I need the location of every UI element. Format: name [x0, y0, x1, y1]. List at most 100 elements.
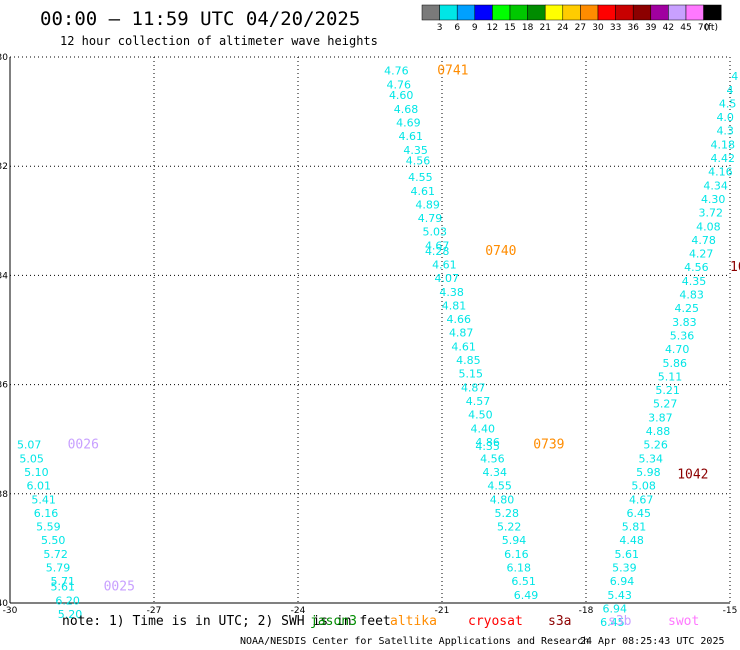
colorbar-label: 27	[575, 23, 586, 33]
wave-height-point: 5.15	[459, 368, 484, 381]
colorbar-swatch	[456, 4, 476, 21]
colorbar-label: 18	[522, 23, 534, 33]
colorbar-swatch	[580, 4, 599, 21]
wave-height-point: 4.79	[418, 212, 443, 225]
colorbar-label: 6	[454, 23, 460, 33]
wave-height-point: 5.20	[58, 608, 83, 621]
colorbar-label: 24	[557, 23, 569, 33]
wave-height-point: 4.42	[711, 152, 736, 165]
axis-ticks: -30-32-34-36-38-40-30-27-24-21-18-15	[0, 53, 737, 616]
wave-height-point: 4.08	[696, 220, 721, 233]
wave-height-point: 4.56	[480, 452, 505, 465]
mission-legend-item: jason3	[310, 614, 357, 629]
wave-height-point: 4.34	[483, 466, 508, 479]
pass-time-label: 0741	[437, 64, 468, 79]
wave-height-point: 5.59	[36, 521, 61, 534]
plot-area	[9, 57, 730, 604]
wave-height-point: 5.79	[46, 562, 71, 575]
wave-height-point: 5.05	[19, 452, 44, 465]
colorbar-label: 15	[504, 23, 515, 33]
wave-height-point: 4.48	[619, 534, 644, 547]
wave-height-point: 4.85	[456, 354, 481, 367]
mission-legend-item: altika	[390, 614, 437, 629]
wave-height-point: 4.67	[629, 493, 654, 506]
wave-height-point: 4.86	[475, 436, 500, 449]
wave-height-point: 5.22	[497, 521, 522, 534]
wave-height-point: 5.11	[658, 370, 683, 383]
wave-height-point: 3.83	[672, 316, 697, 329]
colorbar-swatch	[703, 4, 722, 21]
wave-height-point: 4.80	[490, 493, 515, 506]
wave-height-point: 6.01	[27, 480, 52, 493]
pass-time-label: 0740	[485, 244, 516, 259]
wave-height-point: 5.36	[670, 329, 695, 342]
mission-legend-item: swot	[668, 614, 699, 629]
mission-legend-item: cryosat	[468, 614, 523, 629]
colorbar-swatch	[544, 4, 564, 21]
colorbar-label: 21	[539, 23, 550, 33]
colorbar-label: 33	[610, 23, 621, 33]
wave-height-point: 5.61	[51, 581, 76, 594]
wave-height-point: 4.61	[432, 258, 457, 271]
wave-height-point: 5.81	[622, 521, 647, 534]
wave-height-point: 5.08	[631, 480, 656, 493]
colorbar-label: 36	[627, 23, 639, 33]
wave-height-point: 4.67	[425, 239, 450, 252]
wave-height-point: 4.35	[475, 440, 500, 453]
wave-height-point: 6.16	[504, 548, 529, 561]
colorbar-swatch	[562, 4, 581, 21]
wave-height-point: 6.45	[627, 507, 652, 520]
y-tick-label: -36	[0, 381, 8, 391]
y-tick-label: -34	[0, 271, 8, 281]
wave-height-point: 5.86	[663, 357, 688, 370]
colorbar-swatch	[597, 4, 616, 21]
wave-height-point: 4.5	[719, 97, 737, 110]
colorbar-label: 42	[663, 23, 674, 33]
wave-height-point: 5.61	[615, 548, 640, 561]
colorbar-label: 70	[698, 23, 710, 33]
wave-height-point: 6.94	[603, 602, 628, 615]
wave-height-point: 4.56	[406, 155, 431, 168]
colorbar-swatch	[474, 4, 493, 21]
wave-height-point: 4.78	[691, 234, 716, 247]
colorbar-swatch	[509, 4, 528, 21]
colorbar-label: 45	[680, 23, 691, 33]
wave-height-point: 4	[727, 84, 734, 97]
wave-height-point: 5.50	[41, 534, 66, 547]
wave-height-point: 4.55	[408, 171, 433, 184]
wave-height-point: 5.07	[17, 439, 42, 452]
pass-time-labels: 0741 0740 0739 10 1042 0026 0025	[68, 64, 740, 595]
wave-height-point: 4.25	[675, 302, 700, 315]
wave-height-point: 4.68	[394, 103, 419, 116]
wave-height-point: 4.40	[471, 422, 496, 435]
colorbar-swatch	[668, 4, 687, 21]
wave-height-point: 4.88	[646, 425, 671, 438]
wave-height-point: 5.21	[655, 384, 680, 397]
pass-time-label: 1042	[677, 468, 708, 483]
colorbar-swatch	[685, 4, 704, 21]
pass-time-label: 0025	[104, 580, 135, 595]
wave-height-point: 5.72	[43, 548, 68, 561]
wave-height-point: 5.43	[607, 589, 632, 602]
wave-height-point: 4.28	[425, 245, 450, 258]
wave-height-point: 4.66	[447, 313, 472, 326]
wave-height-point: 4.81	[442, 299, 467, 312]
x-tick-label: -27	[147, 606, 162, 616]
x-tick-label: -21	[435, 606, 450, 616]
chart-title: 00:00 – 11:59 UTC 04/20/2025	[40, 8, 360, 30]
colorbar-swatch	[421, 4, 440, 21]
mission-legend-item: s3a	[548, 614, 571, 629]
wave-height-point: 4.83	[679, 289, 704, 302]
wave-height-point: 4.61	[399, 130, 424, 143]
wave-height-point: 4.70	[665, 343, 690, 356]
colorbar-label: 9	[472, 23, 478, 33]
wave-height-point: 6.49	[514, 589, 539, 602]
wave-height-point: 5.94	[502, 534, 527, 547]
colorbar-label: 39	[645, 23, 657, 33]
wave-height-point: 6.20	[55, 594, 80, 607]
y-tick-label: -30	[0, 53, 8, 63]
wave-height-point: 4.61	[451, 340, 476, 353]
wave-height-point: 4	[731, 70, 738, 83]
wave-height-point: 4.30	[701, 193, 726, 206]
